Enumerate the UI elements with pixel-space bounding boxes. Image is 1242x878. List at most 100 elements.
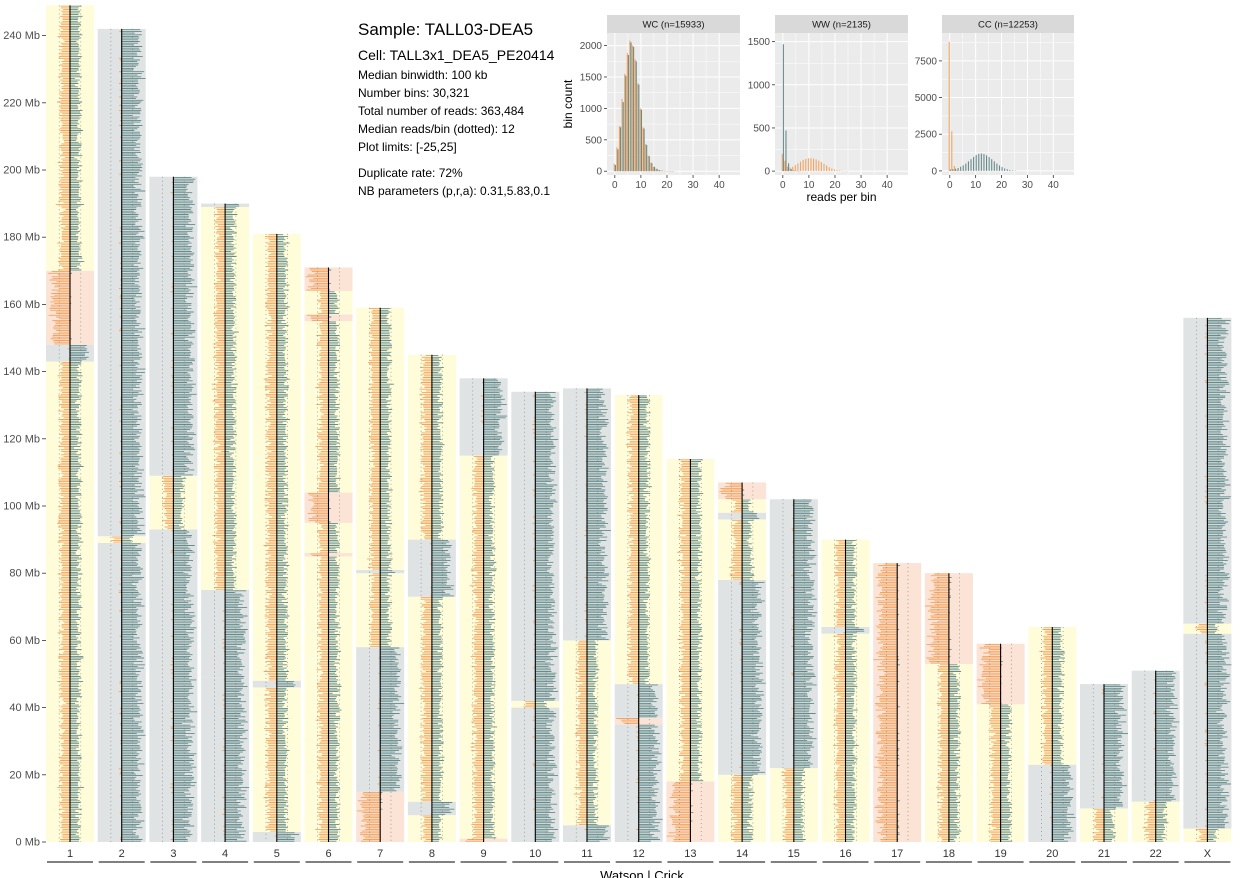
chromosome-14: 14: [718, 482, 767, 863]
chromosome-6: 6: [304, 267, 353, 863]
cell-name: Cell: TALL3x1_DEA5_PE20414: [358, 47, 555, 63]
watson-reads: [211, 207, 226, 842]
chromosome-1: 1: [46, 5, 94, 863]
hist-y-tick-label: 5000: [915, 93, 938, 104]
hist-bar-watson: [655, 168, 657, 172]
hist-bar-watson: [802, 159, 804, 172]
hist-x-tick-label: 10: [970, 180, 982, 191]
hist-bar-watson: [784, 160, 786, 172]
hist-y-tick-label: 1500: [580, 72, 603, 83]
hist-y-tick-label: 0: [931, 166, 937, 177]
y-tick-label: 80 Mb: [9, 568, 40, 580]
hist-bar-crick: [633, 46, 635, 172]
watson-reads: [924, 573, 949, 842]
hist-bar-crick: [617, 149, 619, 172]
sample-title: Sample: TALL03-DEA5: [358, 20, 534, 39]
hist-bar-watson: [645, 144, 647, 172]
watson-reads: [48, 5, 70, 842]
info-nb-parameters: NB parameters (p,r,a): 0.31,5.83,0.1: [358, 184, 551, 198]
watson-reads: [1039, 627, 1053, 842]
x-tick-label: 4: [222, 848, 228, 860]
watson-reads: [873, 563, 898, 842]
crick-reads: [1000, 647, 1013, 842]
facet-strip: [775, 15, 908, 33]
hist-y-tick-label: 0: [596, 167, 602, 178]
hist-bar-crick: [630, 42, 632, 172]
watson-reads: [1142, 679, 1156, 842]
hist-bar-crick: [790, 168, 792, 172]
histogram-ww: WW (n=2135) 0 10 20 30 40 0 500 1000 1500 reads pe…: [748, 15, 908, 204]
crick-reads: [225, 203, 250, 842]
x-tick-label: 1: [67, 848, 73, 860]
hist-bar-watson: [647, 155, 649, 172]
hist-bar-watson: [631, 45, 634, 172]
x-tick-label: 7: [377, 848, 383, 860]
y-tick-label: 60 Mb: [9, 635, 40, 647]
x-tick-label: 6: [325, 848, 331, 860]
hist-x-tick-label: 20: [996, 180, 1008, 191]
hist-bar-watson: [781, 153, 783, 172]
histogram-panel: [607, 33, 740, 175]
watson-reads: [357, 308, 381, 842]
info-total-reads: Total number of reads: 363,484: [358, 104, 525, 118]
hist-bar-crick: [962, 165, 964, 171]
hist-bar-watson: [836, 170, 838, 172]
info-plot-limits: Plot limits: [-25,25]: [358, 140, 457, 154]
hist-bar-watson: [639, 108, 641, 172]
hist-bar-watson: [953, 165, 955, 171]
hist-bar-watson: [786, 166, 789, 172]
hist-y-tick-label: 7500: [915, 56, 938, 67]
hist-x-tick-label: 30: [855, 180, 867, 191]
hist-bar-watson: [621, 98, 623, 172]
chromosome-17: 17: [873, 563, 922, 863]
info-duplicate-rate: Duplicate rate: 72%: [358, 166, 463, 180]
hist-bar-crick: [622, 102, 624, 172]
hist-x-tick-label: 0: [780, 180, 786, 191]
y-tick-label: 220 Mb: [3, 97, 40, 109]
x-tick-label: 15: [788, 848, 800, 860]
crick-reads: [276, 234, 300, 842]
hist-x-tick-label: 10: [803, 180, 815, 191]
x-axis-title: Watson | Crick: [600, 868, 684, 878]
hist-x-axis-title: reads per bin: [806, 190, 876, 204]
hist-bar-crick: [957, 167, 959, 171]
chromosome-2: 2: [97, 28, 146, 863]
histogram-panel: [775, 33, 908, 175]
hist-x-tick-label: 40: [714, 180, 726, 191]
hist-bar-crick: [1006, 169, 1008, 171]
facet-title: WC (n=15933): [642, 20, 704, 31]
y-tick-label: 120 Mb: [3, 433, 40, 445]
hist-y-tick-label: 2000: [580, 41, 603, 52]
crick-reads: [742, 489, 766, 842]
hist-bar-watson: [797, 163, 799, 172]
x-tick-label: 20: [1046, 848, 1058, 860]
crick-reads: [483, 378, 508, 839]
x-tick-label: 10: [529, 848, 541, 860]
hist-bar-crick: [954, 168, 957, 171]
hist-bar-watson: [642, 127, 644, 172]
x-tick-label: 8: [429, 848, 435, 860]
facet-strip: [607, 15, 740, 33]
hist-y-tick-label: 1000: [748, 80, 771, 91]
hist-bar-crick: [975, 155, 977, 171]
y-tick-label: 40 Mb: [9, 702, 40, 714]
y-tick-label: 200 Mb: [3, 165, 40, 177]
histogram-cc: CC (n=12253) 0 10 20 30 40 0 2500 5000 7500: [915, 15, 1074, 191]
hist-bar-crick: [640, 109, 642, 172]
hist-bar-watson: [618, 125, 621, 172]
hist-bar-crick: [648, 156, 650, 172]
y-tick-label: 100 Mb: [3, 501, 40, 513]
chromosome-X: X: [1183, 317, 1232, 863]
x-tick-label: 21: [1098, 848, 1110, 860]
hist-bar-watson: [807, 158, 809, 172]
x-tick-label: 14: [736, 848, 748, 860]
hist-bar-crick: [998, 165, 1001, 171]
hist-bar-crick: [661, 170, 663, 172]
hist-bar-watson: [799, 161, 802, 172]
watson-reads: [616, 395, 639, 842]
x-tick-label: 2: [119, 848, 125, 860]
hist-bar-crick: [1004, 168, 1006, 171]
hist-bar-watson: [820, 162, 822, 172]
crick-reads: [380, 308, 405, 810]
